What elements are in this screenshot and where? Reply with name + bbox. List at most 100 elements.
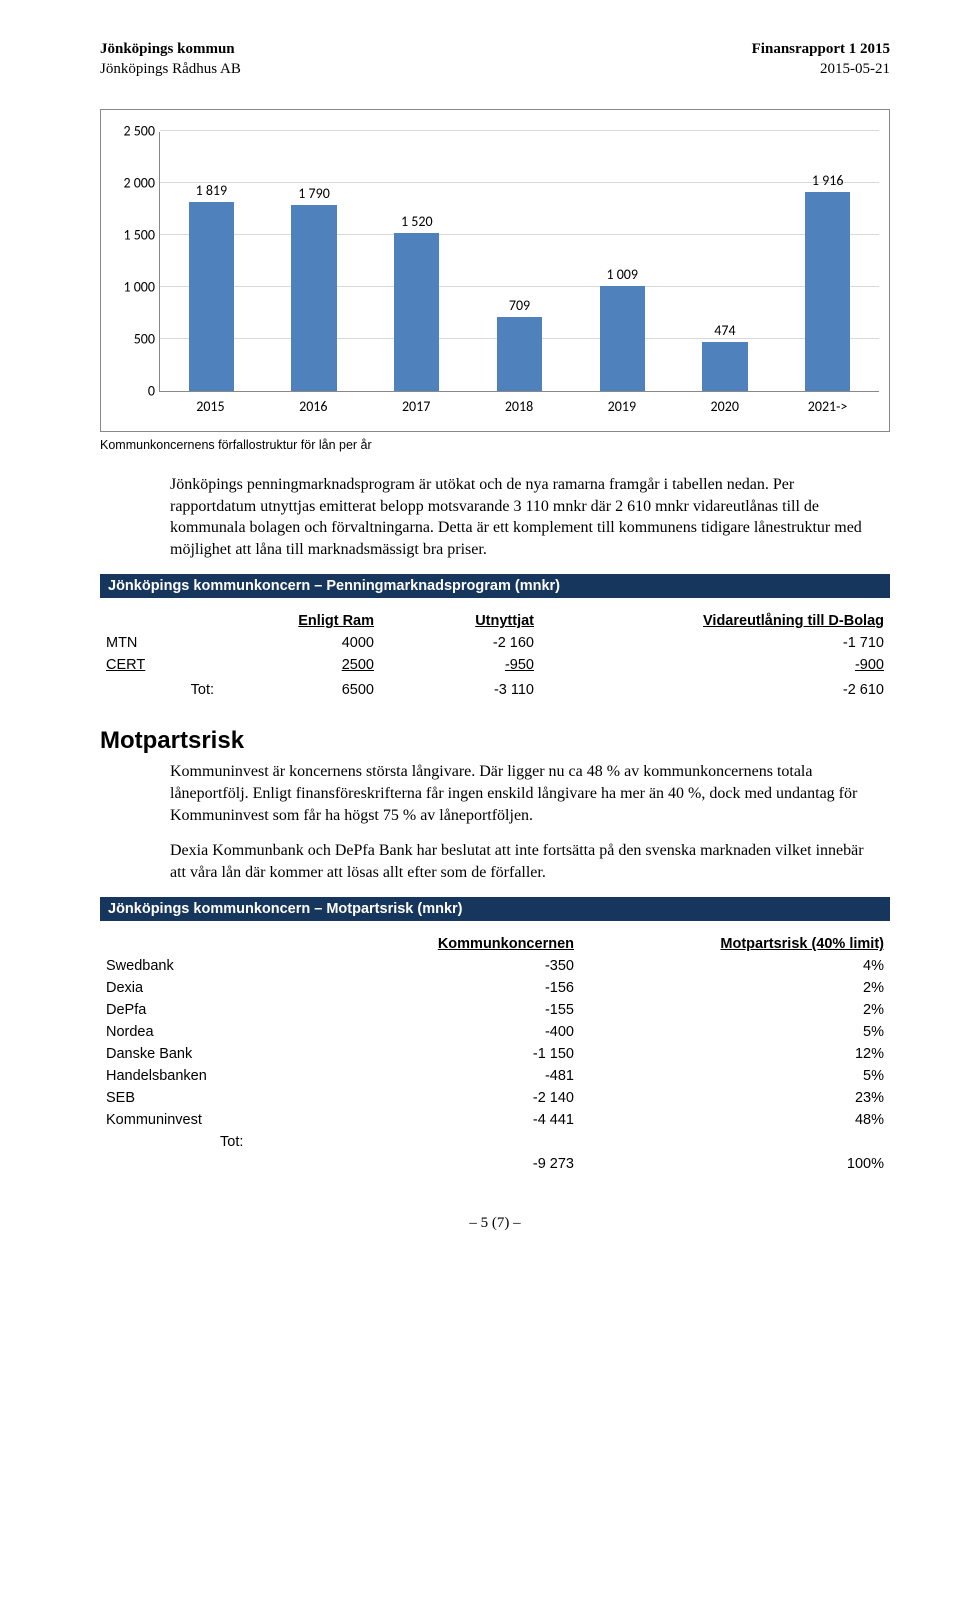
chart-bar-label: 1 916 [805,172,850,189]
chart-bar-cell: 1 520 [365,131,468,391]
page-footer: – 5 (7) – [100,1215,890,1232]
chart-ytick: 2 000 [110,175,155,192]
chart-bar-cell: 474 [674,131,777,391]
cell-pct: 5% [580,1065,890,1087]
cell-tot-val: -9 273 [300,1153,580,1175]
cell-name: Kommuninvest [100,1109,300,1131]
cell-vid: -1 710 [540,632,890,654]
cell-val: -155 [300,999,580,1021]
cell-vid: -900 [540,654,890,676]
header-right: Finansrapport 1 2015 2015-05-21 [752,40,890,79]
chart-bar: 709 [497,317,542,391]
cell-pct: 23% [580,1087,890,1109]
col-kommunkoncernen: Kommunkoncernen [300,933,580,955]
section-bar-penningmarknad: Jönköpings kommunkoncern – Penningmarkna… [100,574,890,598]
table-row: Kommuninvest-4 44148% [100,1109,890,1131]
chart-bar-label: 1 790 [291,185,336,202]
chart-bar-cell: 1 009 [571,131,674,391]
chart-container: 0 500 1 000 1 500 2 000 2 500 1 819 1 790 1 520 7… [100,109,890,432]
paragraph-motparts-1: Kommuninvest är koncernens största långi… [170,761,870,826]
cell-tot-ram: 6500 [220,676,380,701]
chart-xlabel: 2018 [468,392,571,415]
cell-val: -350 [300,955,580,977]
header-left: Jönköpings kommun Jönköpings Rådhus AB [100,40,241,79]
table-penningmarknad: Enligt Ram Utnyttjat Vidareutlåning till… [100,610,890,701]
chart-bar-cell: 709 [468,131,571,391]
chart-xlabel: 2020 [673,392,776,415]
cell-ram: 2500 [220,654,380,676]
table-row: CERT2500-950-900 [100,654,890,676]
chart-xlabel: 2017 [365,392,468,415]
cell-utn: -2 160 [380,632,540,654]
paragraph-penningmarknad: Jönköpings penningmarknadsprogram är utö… [170,474,870,560]
header-left-line1: Jönköpings kommun [100,40,241,60]
cell-pct: 2% [580,977,890,999]
cell-tot-pct: 100% [580,1153,890,1175]
col-motpartsrisk: Motpartsrisk (40% limit) [580,933,890,955]
cell-tot-label: Tot: [100,1131,300,1153]
chart-ytick: 500 [110,331,155,348]
chart-bar: 1 009 [600,286,645,391]
chart-bar: 1 916 [805,192,850,391]
col-blank [100,933,300,955]
cell-label: MTN [100,632,220,654]
chart-bar-cell: 1 916 [776,131,879,391]
chart-bar: 1 520 [394,233,439,391]
chart-bar-label: 1 009 [600,266,645,283]
col-ram: Enligt Ram [220,610,380,632]
cell-tot-utn: -3 110 [380,676,540,701]
cell-pct: 48% [580,1109,890,1131]
cell-blank [580,1131,890,1153]
bar-chart: 05001 0001 5002 0002 5001 8191 7901 5207… [109,132,881,415]
col-utnyttjat: Utnyttjat [380,610,540,632]
chart-bar-label: 1 819 [189,182,234,199]
col-vidareutlaning: Vidareutlåning till D-Bolag [540,610,890,632]
cell-name: Swedbank [100,955,300,977]
section-title-motpartsrisk: Motpartsrisk [100,727,890,755]
header-right-line1: Finansrapport 1 2015 [752,40,890,60]
table-row: DePfa-1552% [100,999,890,1021]
chart-xlabel: 2016 [262,392,365,415]
page-header: Jönköpings kommun Jönköpings Rådhus AB F… [100,40,890,79]
cell-val: -400 [300,1021,580,1043]
cell-pct: 5% [580,1021,890,1043]
cell-val: -2 140 [300,1087,580,1109]
cell-utn: -950 [380,654,540,676]
chart-bar-cell: 1 819 [160,131,263,391]
cell-val: -4 441 [300,1109,580,1131]
cell-tot-vid: -2 610 [540,676,890,701]
chart-bar: 1 819 [189,202,234,391]
chart-ytick: 1 500 [110,227,155,244]
chart-ytick: 2 500 [110,123,155,140]
table-row-total: -9 273100% [100,1153,890,1175]
table-row: Dexia-1562% [100,977,890,999]
paragraph-motparts-2: Dexia Kommunbank och DePfa Bank har besl… [170,840,870,883]
page: Jönköpings kommun Jönköpings Rådhus AB F… [0,0,960,1272]
cell-name: Handelsbanken [100,1065,300,1087]
cell-name: DePfa [100,999,300,1021]
chart-bar-label: 709 [497,297,542,314]
chart-bars: 1 819 1 790 1 520 709 1 009 474 1 916 [160,131,879,391]
chart-bar: 474 [702,342,747,391]
header-left-line2: Jönköpings Rådhus AB [100,60,241,80]
header-right-line2: 2015-05-21 [752,60,890,80]
chart-ytick: 1 000 [110,279,155,296]
cell-name: Danske Bank [100,1043,300,1065]
table-row: Kommunkoncernen Motpartsrisk (40% limit) [100,933,890,955]
chart-caption: Kommunkoncernens förfallostruktur för lå… [100,438,890,452]
table-row: SEB-2 14023% [100,1087,890,1109]
table-row: Swedbank-3504% [100,955,890,977]
cell-name: Dexia [100,977,300,999]
chart-bar-cell: 1 790 [263,131,366,391]
cell-label: CERT [100,654,220,676]
cell-tot-label: Tot: [100,676,220,701]
chart-bar: 1 790 [291,205,336,391]
table-row: MTN4000-2 160-1 710 [100,632,890,654]
cell-val: -481 [300,1065,580,1087]
chart-ytick: 0 [110,383,155,400]
chart-bar-label: 474 [702,322,747,339]
cell-val: -1 150 [300,1043,580,1065]
table-row: Danske Bank-1 15012% [100,1043,890,1065]
chart-bar-label: 1 520 [394,213,439,230]
cell-name: SEB [100,1087,300,1109]
